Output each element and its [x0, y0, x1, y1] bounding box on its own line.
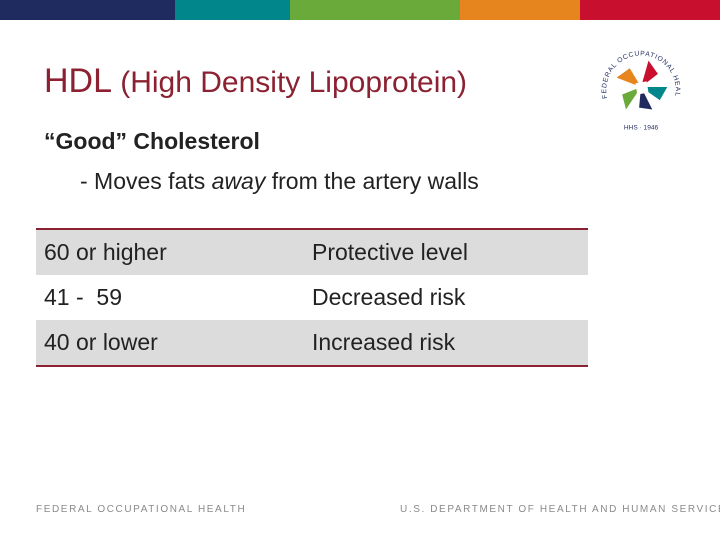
logo-star-center: [635, 81, 649, 95]
range-cell: 40 or lower: [36, 320, 312, 366]
slide-title: HDL (High Density Lipoprotein): [44, 62, 467, 101]
meaning-cell: Increased risk: [312, 320, 588, 366]
bullet-suffix: from the artery walls: [265, 168, 479, 194]
logo-star-green: [622, 87, 641, 110]
color-bar: [0, 0, 720, 20]
color-bar-teal: [175, 0, 290, 20]
footer-department: U.S. DEPARTMENT OF HEALTH AND HUMAN SERV…: [400, 504, 720, 515]
meaning-cell: Protective level: [312, 229, 588, 275]
logo-star-red: [641, 60, 658, 87]
bullet-prefix: - Moves fats: [80, 168, 212, 194]
table-row: 60 or higher Protective level: [36, 229, 588, 275]
foh-logo-icon: FEDERAL OCCUPATIONAL HEALTH HHS · 1946: [594, 40, 680, 131]
table-row: 41 - 59 Decreased risk: [36, 275, 588, 320]
color-bar-navy: [0, 0, 175, 20]
logo-bottom-text: HHS · 1946: [624, 124, 659, 131]
meaning-cell: Decreased risk: [312, 284, 466, 310]
subheading: “Good” Cholesterol: [44, 128, 260, 154]
color-bar-green: [290, 0, 460, 20]
hdl-levels-table: 60 or higher Protective level 41 - 59 De…: [36, 228, 588, 367]
title-sub: (High Density Lipoprotein): [120, 66, 468, 99]
bullet-emphasis: away: [211, 168, 266, 194]
footer-org: FEDERAL OCCUPATIONAL HEALTH: [36, 504, 247, 515]
logo-star-orange: [616, 68, 641, 87]
bullet-point: - Moves fats away from the artery walls: [80, 168, 479, 195]
table-row: 40 or lower Increased risk: [36, 320, 588, 366]
color-bar-red: [580, 0, 720, 20]
color-bar-orange: [460, 0, 580, 20]
title-main: HDL: [44, 62, 111, 100]
range-cell: 60 or higher: [36, 229, 312, 275]
range-cell: 41 - 59: [44, 284, 122, 310]
